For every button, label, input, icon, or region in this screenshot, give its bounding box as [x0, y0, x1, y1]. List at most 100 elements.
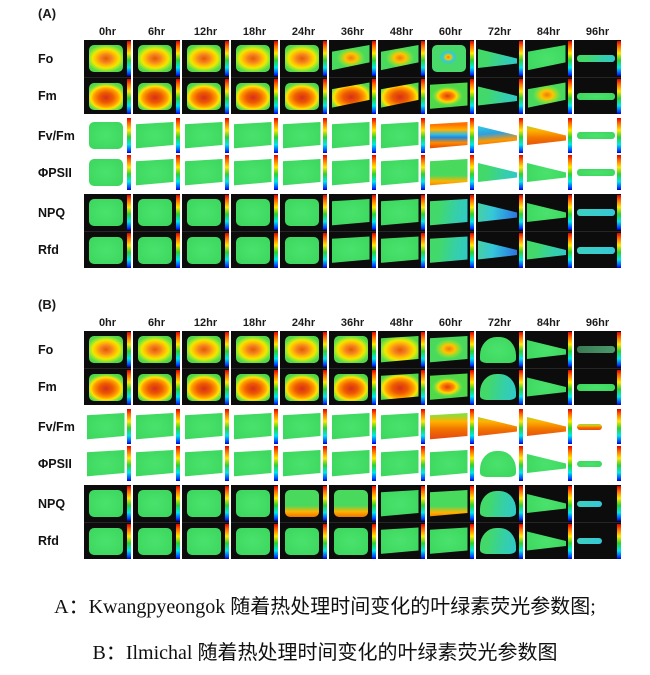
leaf-image	[235, 45, 270, 72]
leaf-image	[576, 460, 602, 467]
color-scale-bar	[127, 41, 131, 76]
color-scale-bar	[617, 79, 621, 114]
leaf-image	[235, 82, 270, 110]
leaf-cell-Fv/Fm-24hr	[280, 408, 327, 445]
color-scale-bar	[372, 155, 376, 190]
leaf-image-box	[378, 232, 421, 268]
color-scale-bar	[176, 195, 180, 230]
leaf-image	[431, 45, 466, 72]
caption-line-a: A：Kwangpyeongok 随着热处理时间变化的叶绿素荧光参数图;	[54, 596, 596, 618]
leaf-cell-Fo-24hr	[280, 331, 327, 368]
leaf-image	[576, 538, 602, 544]
row-group: NPQ Rfd	[0, 194, 650, 268]
leaf-cell-Fv/Fm-96hr	[574, 408, 621, 445]
leaf-cell-Fo-84hr	[525, 40, 572, 77]
color-scale-bar	[519, 446, 523, 481]
leaf-image	[284, 45, 319, 72]
leaf-cell-Fo-6hr	[133, 40, 180, 77]
leaf-image	[137, 373, 172, 401]
leaf-cell-Fm-60hr	[427, 368, 474, 405]
leaf-image-box	[525, 194, 568, 231]
leaf-cell-NPQ-18hr	[231, 194, 278, 231]
leaf-image	[331, 450, 370, 477]
leaf-image	[331, 236, 370, 263]
color-scale-bar	[323, 79, 327, 114]
leaf-image	[137, 236, 172, 264]
leaf-image-box	[133, 194, 176, 231]
leaf-image-box	[427, 445, 470, 482]
leaf-image-box	[525, 232, 568, 268]
leaf-image	[186, 373, 221, 401]
row-label-psii: ΦPSII	[38, 165, 72, 180]
leaf-cell-ΦPSII-6hr	[133, 445, 180, 482]
leaf-image-box	[231, 445, 274, 482]
color-scale-bar	[225, 524, 229, 559]
parameter-row: ΦPSII	[38, 154, 650, 191]
leaf-cell-Fv/Fm-0hr	[84, 408, 131, 445]
color-scale-bar	[127, 233, 131, 268]
leaf-image-box	[231, 523, 274, 559]
leaf-image	[137, 45, 172, 72]
leaf-image	[284, 527, 319, 555]
leaf-image-box	[182, 485, 225, 522]
leaf-cell-Rfd-0hr	[84, 522, 131, 559]
leaf-image-box	[329, 331, 372, 368]
leaf-image-box	[231, 78, 274, 114]
leaf-image	[186, 527, 221, 555]
color-scale-bar	[470, 409, 474, 444]
leaf-cell-Fv/Fm-72hr	[476, 408, 523, 445]
color-scale-bar	[274, 409, 278, 444]
leaf-cell-Rfd-96hr	[574, 522, 621, 559]
leaf-image-box	[525, 369, 568, 405]
panel-a-label: (A)	[38, 6, 57, 21]
leaf-cell-Fo-60hr	[427, 331, 474, 368]
color-scale-bar	[176, 155, 180, 190]
color-scale-bar	[568, 41, 572, 76]
leaf-image-box	[476, 232, 519, 268]
color-scale-bar	[568, 370, 572, 405]
color-scale-bar	[519, 409, 523, 444]
leaf-image	[576, 423, 602, 430]
color-scale-bar	[323, 195, 327, 230]
leaf-image	[137, 82, 172, 110]
leaf-cell-NPQ-24hr	[280, 194, 327, 231]
leaf-image-box	[280, 232, 323, 268]
color-scale-bar	[225, 233, 229, 268]
row-label-fo: Fo	[38, 51, 54, 66]
color-scale-bar	[372, 524, 376, 559]
color-scale-bar	[323, 41, 327, 76]
leaf-cell-Fm-72hr	[476, 77, 523, 114]
color-scale-bar	[372, 409, 376, 444]
leaf-image	[88, 82, 123, 110]
leaf-image	[333, 336, 368, 363]
leaf-image-box	[329, 40, 372, 77]
leaf-image	[380, 450, 419, 477]
leaf-image	[86, 450, 125, 477]
color-scale-bar	[127, 79, 131, 114]
leaf-image	[576, 383, 615, 391]
leaf-image	[380, 413, 419, 440]
leaf-image	[233, 450, 272, 477]
leaf-image-box	[378, 408, 421, 445]
color-scale-bar	[519, 233, 523, 268]
leaf-cell-Fo-72hr	[476, 331, 523, 368]
leaf-cell-NPQ-6hr	[133, 194, 180, 231]
leaf-image	[429, 413, 468, 440]
row-label-fo: Fo	[38, 342, 54, 357]
color-scale-bar	[323, 370, 327, 405]
leaf-image-box	[231, 40, 274, 77]
leaf-image	[284, 236, 319, 264]
leaf-image-box	[329, 154, 372, 191]
leaf-cell-NPQ-72hr	[476, 194, 523, 231]
leaf-image-box	[378, 485, 421, 522]
leaf-image	[527, 377, 566, 397]
leaf-image-box	[574, 117, 617, 154]
leaf-image	[479, 374, 516, 400]
leaf-cell-Rfd-24hr	[280, 231, 327, 268]
color-scale-bar	[225, 195, 229, 230]
leaf-image	[576, 92, 615, 100]
leaf-image-box	[525, 117, 568, 154]
color-scale-bar	[274, 524, 278, 559]
color-scale-bar	[617, 118, 621, 153]
color-scale-bar	[421, 155, 425, 190]
